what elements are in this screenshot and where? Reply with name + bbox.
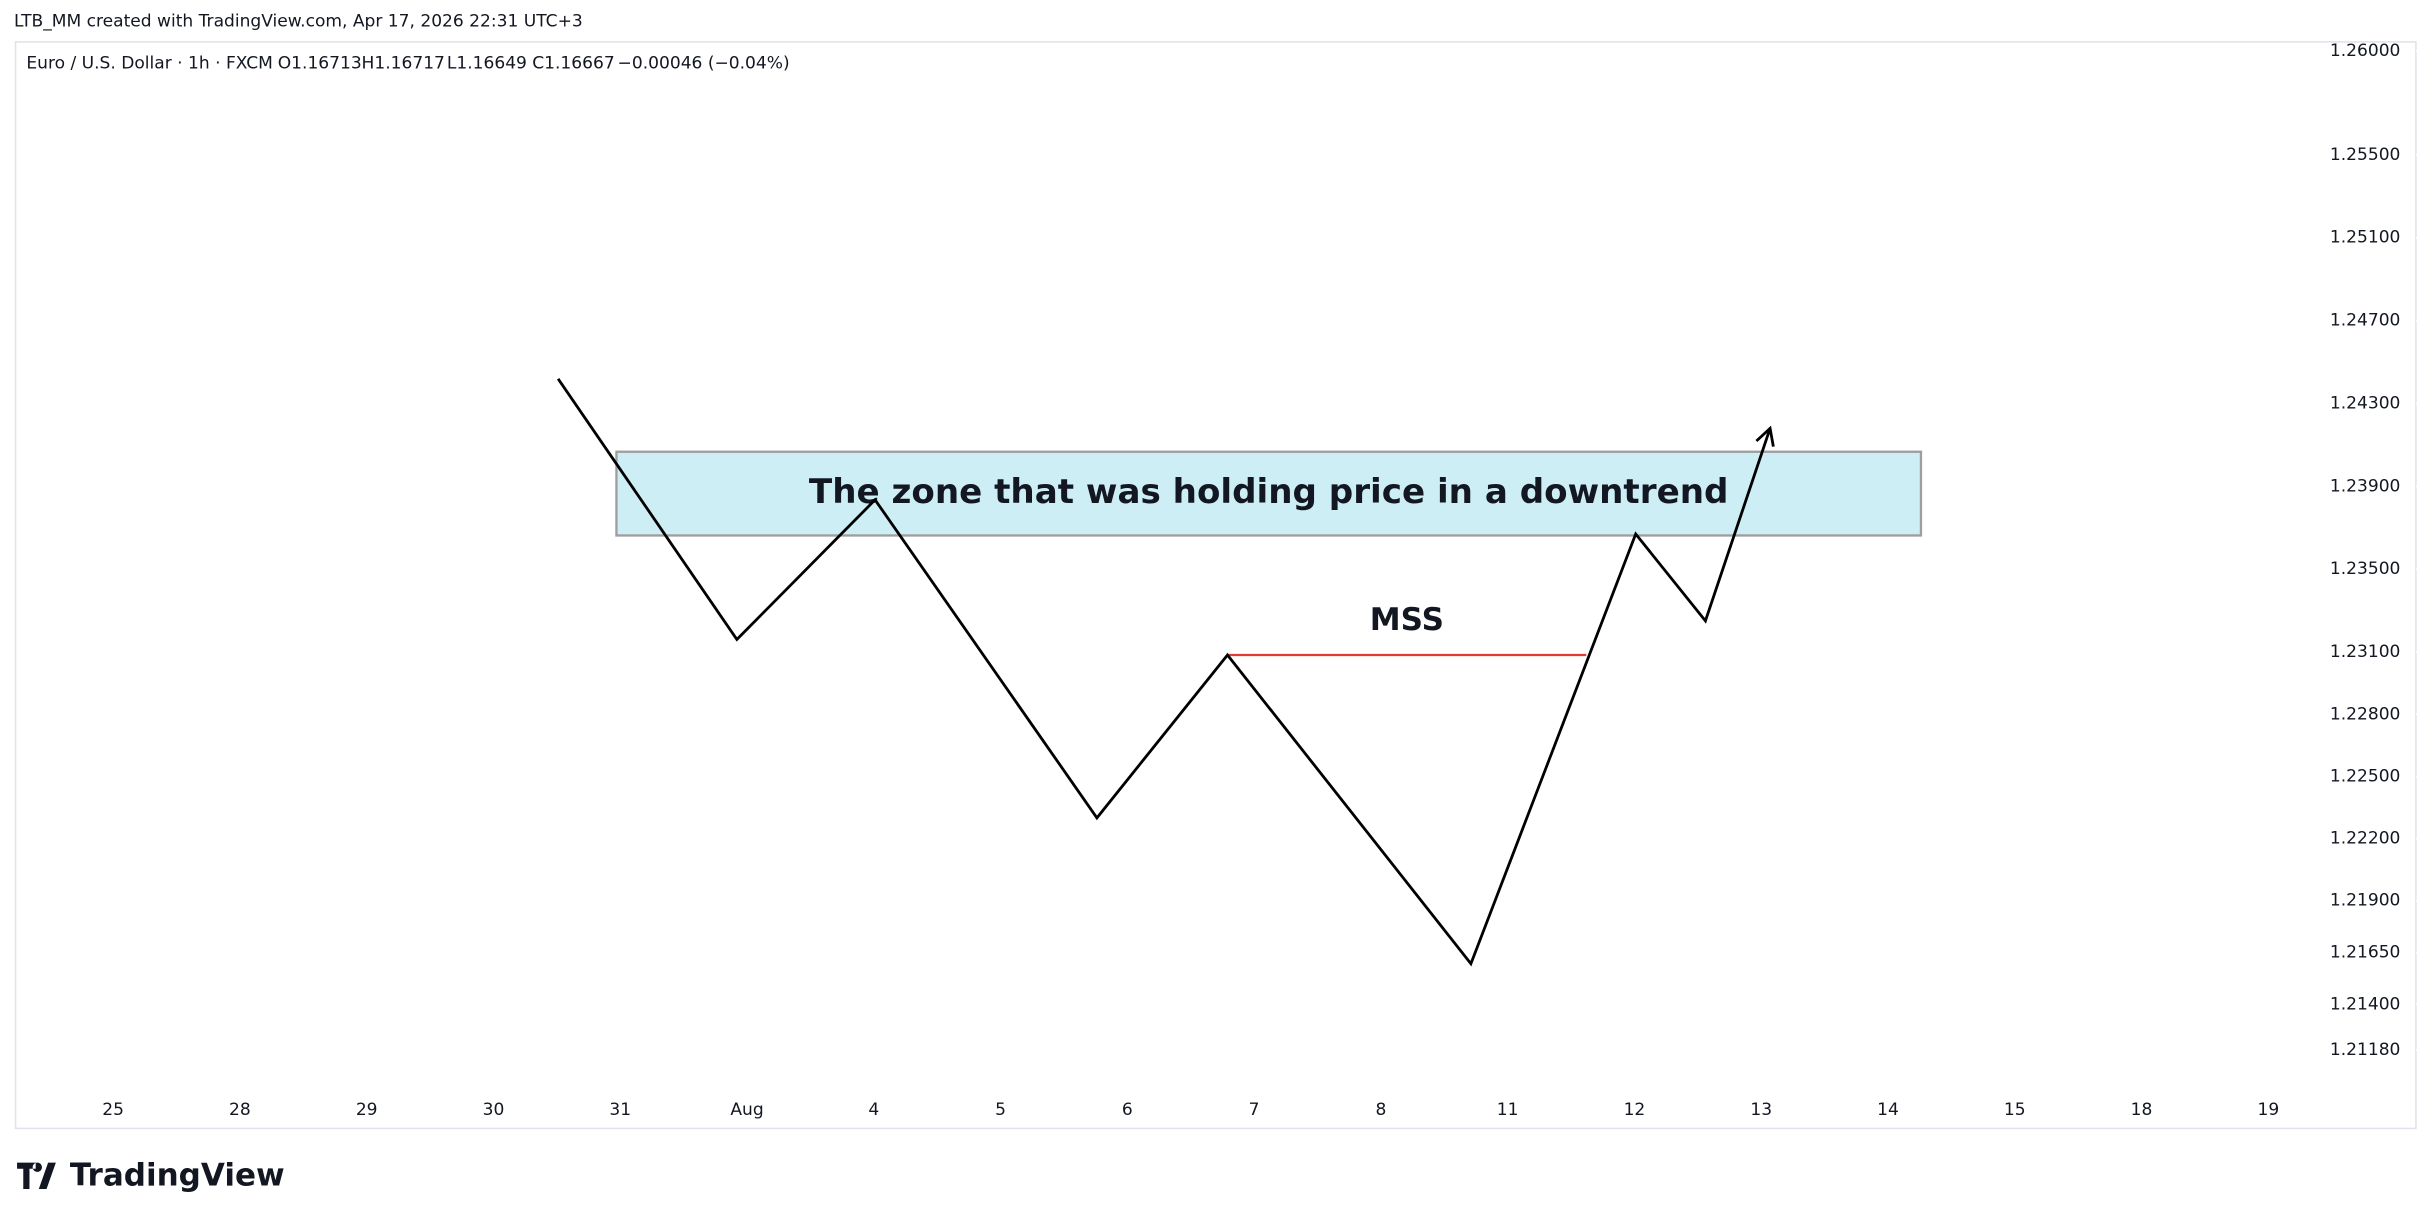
x-tick-label: 7: [1249, 1100, 1260, 1120]
x-tick-label: 30: [483, 1100, 505, 1120]
x-tick-label: 29: [356, 1100, 378, 1120]
y-tick-label: 1.22500: [2330, 766, 2401, 786]
chart-frame: [14, 41, 2417, 1130]
zone: [615, 450, 1923, 537]
x-tick-label: 18: [2131, 1100, 2153, 1120]
x-tick-label: 25: [102, 1100, 124, 1120]
x-tick-label: Aug: [730, 1100, 763, 1120]
y-tick-label: 1.25100: [2330, 228, 2401, 248]
legend-high: H1.16717: [362, 54, 445, 74]
y-tick-label: 1.24700: [2330, 311, 2401, 331]
x-tick-label: 14: [1877, 1100, 1899, 1120]
header: LTB_MM created with TradingView.com, Apr…: [14, 12, 583, 32]
y-tick-label: 1.21400: [2330, 994, 2401, 1014]
legend-symbol: Euro / U.S. Dollar · 1h · FXCM: [26, 54, 272, 74]
y-tick-label: 1.26000: [2330, 41, 2401, 61]
y-tick-label: 1.23500: [2330, 559, 2401, 579]
zone-label: The zone that was holding price in a dow…: [809, 472, 1729, 512]
price-line: [556, 378, 1772, 967]
x-tick-label: 15: [2004, 1100, 2026, 1120]
x-tick-label: 4: [868, 1100, 879, 1120]
x-tick-label: 28: [229, 1100, 251, 1120]
y-tick-label: 1.23100: [2330, 642, 2401, 662]
logo-text: TradingView: [70, 1158, 285, 1194]
x-tick-label: 19: [2257, 1100, 2279, 1120]
arrow-head: [1755, 425, 1775, 447]
legend-change: −0.00046 (−0.04%): [618, 54, 790, 74]
logo: TradingView: [17, 1158, 285, 1194]
y-tick-label: 1.24300: [2330, 393, 2401, 413]
y-tick-label: 1.25500: [2330, 145, 2401, 165]
legend-close: C1.16667: [532, 54, 614, 74]
y-tick-label: 1.23900: [2330, 476, 2401, 496]
x-tick-label: 8: [1375, 1100, 1386, 1120]
mss-label: MSS: [1370, 602, 1444, 638]
logo-icon: [17, 1162, 56, 1189]
y-tick-label: 1.22800: [2330, 704, 2401, 724]
y-tick-label: 1.21900: [2330, 891, 2401, 911]
legend-low: L1.16649: [447, 54, 527, 74]
x-tick-label: 6: [1122, 1100, 1133, 1120]
x-tick-label: 13: [1750, 1100, 1772, 1120]
y-tick-label: 1.21650: [2330, 943, 2401, 963]
y-tick-label: 1.22200: [2330, 829, 2401, 849]
x-tick-label: 12: [1624, 1100, 1646, 1120]
legend-open: O1.16713: [278, 54, 362, 74]
x-tick-label: 11: [1497, 1100, 1519, 1120]
y-tick-label: 1.21180: [2330, 1040, 2401, 1060]
x-tick-label: 5: [995, 1100, 1006, 1120]
x-tick-label: 31: [609, 1100, 631, 1120]
